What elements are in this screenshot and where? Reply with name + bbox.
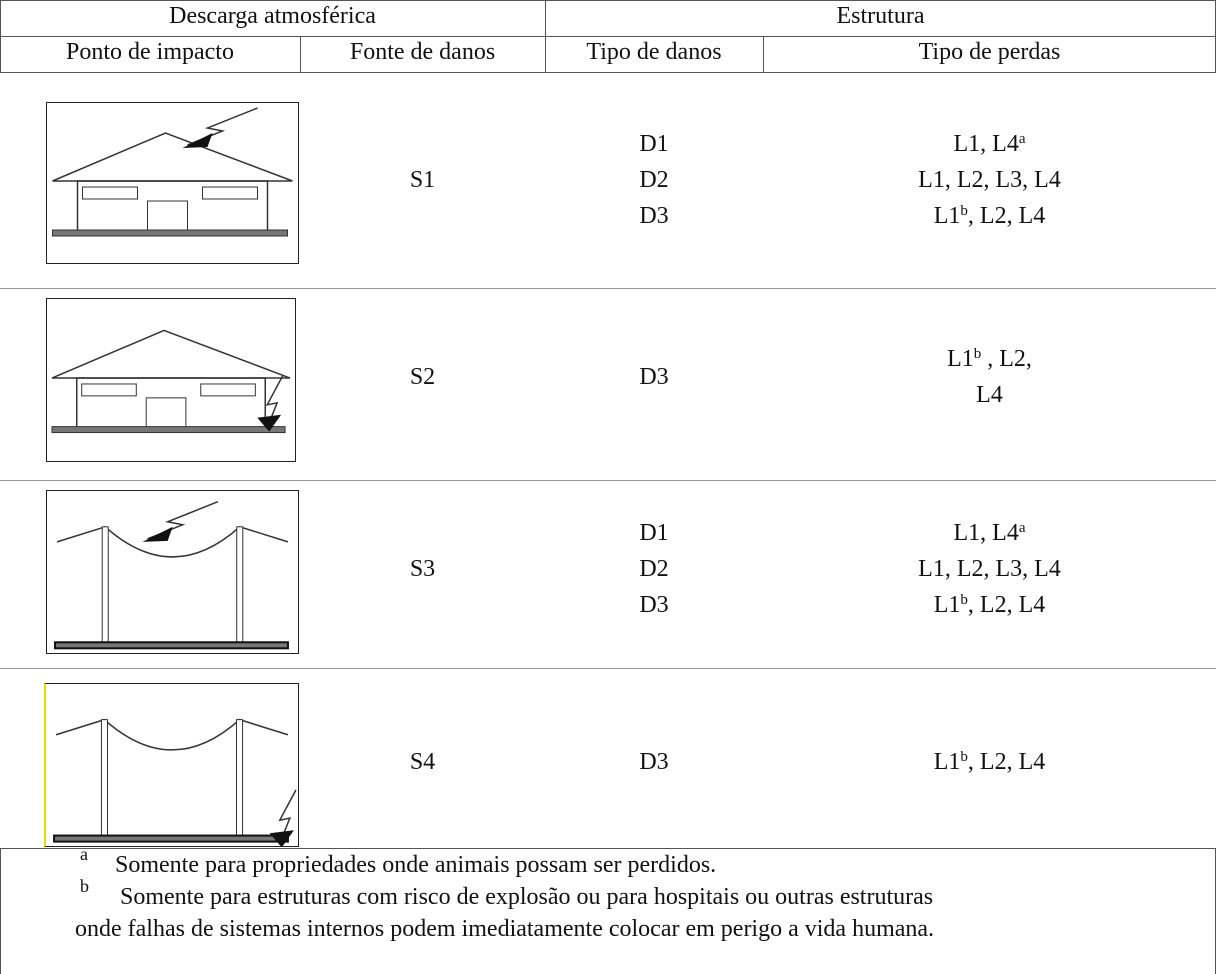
loss-superscript: a xyxy=(1019,520,1026,536)
header: Estrutura xyxy=(545,3,1216,30)
loss-line: L1, L4a xyxy=(763,520,1216,547)
loss-text: L1, L2, L3, L4 xyxy=(918,556,1061,582)
loss-text: L1 xyxy=(947,346,974,372)
rule xyxy=(0,848,1216,849)
loss-text: L1 xyxy=(934,592,961,618)
impact-image xyxy=(46,490,299,654)
loss-superscript: b xyxy=(960,592,968,608)
loss-line: L1b, L2, L4 xyxy=(763,203,1216,230)
damage: D3 xyxy=(545,592,763,619)
rule xyxy=(0,36,1216,37)
loss-line: L1b, L2, L4 xyxy=(763,592,1216,619)
rule xyxy=(0,668,1216,669)
footnote-text: Somente para estruturas com risco de exp… xyxy=(120,884,933,911)
header: Fonte de danos xyxy=(300,39,545,66)
damage: D1 xyxy=(545,131,763,158)
loss-text: L1, L4 xyxy=(954,520,1019,546)
damage: D1 xyxy=(545,520,763,547)
impact-image xyxy=(46,102,299,264)
source: S1 xyxy=(300,167,545,194)
loss-text: L1 xyxy=(934,203,961,229)
loss-text: , L2, L4 xyxy=(968,592,1045,618)
damage: D2 xyxy=(545,167,763,194)
header: Tipo de perdas xyxy=(763,39,1216,66)
loss-line: L1b , L2, xyxy=(763,346,1216,373)
impact-image xyxy=(44,683,299,847)
loss-line: L4 xyxy=(763,382,1216,409)
impact-image xyxy=(46,298,296,462)
rule xyxy=(0,0,1216,1)
loss-text: , L2, L4 xyxy=(968,749,1045,775)
loss-text: L4 xyxy=(976,382,1003,408)
damage: D3 xyxy=(545,203,763,230)
loss-text: L1, L2, L3, L4 xyxy=(918,167,1061,193)
loss-text: , L2, xyxy=(981,346,1032,372)
rule xyxy=(0,288,1216,289)
damage: D3 xyxy=(545,749,763,776)
rule xyxy=(0,480,1216,481)
source: S4 xyxy=(300,749,545,776)
header: Tipo de danos xyxy=(545,39,763,66)
loss-superscript: a xyxy=(1019,131,1026,147)
damage: D2 xyxy=(545,556,763,583)
loss-superscript: b xyxy=(960,749,968,765)
footnote-text: Somente para propriedades onde animais p… xyxy=(115,852,716,879)
loss-text: L1, L4 xyxy=(954,131,1019,157)
loss-line: L1, L2, L3, L4 xyxy=(763,556,1216,583)
loss-line: L1, L4a xyxy=(763,131,1216,158)
loss-text: , L2, L4 xyxy=(968,203,1045,229)
header: Descarga atmosférica xyxy=(0,3,545,30)
footnote-marker: b xyxy=(80,876,89,897)
source: S2 xyxy=(300,364,545,391)
source: S3 xyxy=(300,556,545,583)
loss-text: L1 xyxy=(934,749,961,775)
footnote-marker: a xyxy=(80,844,88,865)
footnote-text: onde falhas de sistemas internos podem i… xyxy=(75,916,934,943)
rule xyxy=(0,848,1,974)
page: Descarga atmosférica Estrutura Ponto de … xyxy=(0,0,1216,974)
rule xyxy=(0,72,1216,73)
header: Ponto de impacto xyxy=(0,39,300,66)
loss-superscript: b xyxy=(960,203,968,219)
loss-line: L1b, L2, L4 xyxy=(763,749,1216,776)
damage: D3 xyxy=(545,364,763,391)
loss-line: L1, L2, L3, L4 xyxy=(763,167,1216,194)
